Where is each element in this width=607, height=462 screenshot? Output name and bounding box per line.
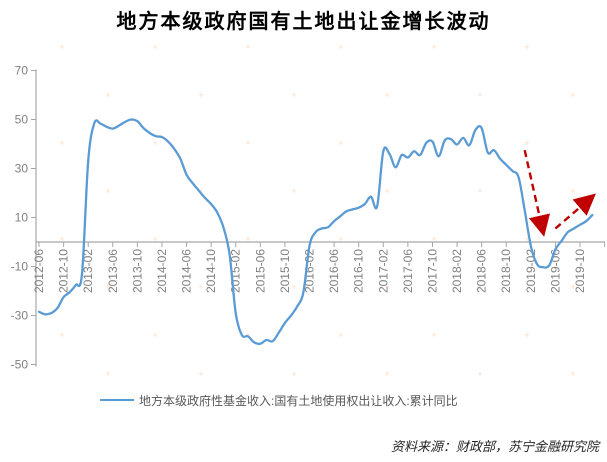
watermark-icon: + bbox=[431, 234, 436, 244]
x-axis-label: 2019-06 bbox=[548, 249, 562, 293]
legend-label: 地方本级政府性基金收入:国有土地使用权出让收入:累计同比 bbox=[139, 393, 458, 408]
watermark-icon: + bbox=[291, 90, 296, 100]
watermark-icon: + bbox=[198, 369, 203, 379]
watermark-icon: + bbox=[384, 90, 389, 100]
y-axis-label: -10 bbox=[11, 260, 29, 274]
watermark-icon: + bbox=[338, 234, 343, 244]
x-axis-label: 2019-10 bbox=[573, 249, 587, 293]
source-note: 资料来源：财政部，苏宁金融研究院 bbox=[390, 439, 599, 454]
chart-legend: 地方本级政府性基金收入:国有土地使用权出让收入:累计同比 bbox=[100, 391, 458, 409]
x-axis-label: 2013-10 bbox=[130, 249, 144, 293]
x-axis-label: 2015-10 bbox=[278, 249, 292, 293]
watermark-icon: + bbox=[105, 90, 110, 100]
watermark-icon: + bbox=[570, 282, 575, 292]
y-axis-label: 10 bbox=[15, 211, 29, 225]
watermark-icon: + bbox=[152, 330, 157, 340]
watermark-icon: + bbox=[198, 186, 203, 196]
watermark-icon: + bbox=[291, 282, 296, 292]
y-axis-label: 50 bbox=[15, 113, 29, 127]
watermark-icon: + bbox=[477, 369, 482, 379]
watermark-icon: + bbox=[291, 369, 296, 379]
watermark-icon: + bbox=[384, 282, 389, 292]
watermark-icon: + bbox=[570, 186, 575, 196]
x-axis-label: 2019-02 bbox=[524, 249, 538, 293]
y-axis-label: -30 bbox=[11, 309, 29, 323]
watermark-icon: + bbox=[245, 138, 250, 148]
watermark-icon: + bbox=[59, 42, 64, 52]
x-axis-label: 2017-10 bbox=[425, 249, 439, 293]
chart-title: 地方本级政府国有土地出让金增长波动 bbox=[116, 11, 491, 33]
watermark-icon: + bbox=[152, 138, 157, 148]
data-line bbox=[37, 118, 594, 345]
watermark-icon: + bbox=[105, 282, 110, 292]
x-axis-label: 2014-02 bbox=[155, 249, 169, 293]
x-axis-label: 2013-02 bbox=[81, 249, 95, 293]
watermark-icon: + bbox=[524, 234, 529, 244]
x-axis-label: 2012-06 bbox=[32, 249, 46, 293]
watermark-icon: + bbox=[384, 369, 389, 379]
watermark-icon: + bbox=[198, 282, 203, 292]
watermark-icon: + bbox=[524, 138, 529, 148]
watermark-icon: + bbox=[338, 42, 343, 52]
watermark-icon: + bbox=[245, 234, 250, 244]
watermark-icon: + bbox=[431, 330, 436, 340]
line-chart: + + + + + + + + + + + + + + + + + + + + + + + + + + + + + + + + + + + + + + + +… bbox=[11, 42, 606, 379]
watermark-icon: + bbox=[59, 234, 64, 244]
x-axis-label: 2016-06 bbox=[327, 249, 341, 293]
watermark-icon: + bbox=[384, 186, 389, 196]
x-axis-label: 2015-06 bbox=[253, 249, 267, 293]
watermark-icon: + bbox=[198, 90, 203, 100]
x-axis-label: 2014-10 bbox=[204, 249, 218, 293]
x-axis-label: 2017-06 bbox=[401, 249, 415, 293]
watermark-icon: + bbox=[338, 330, 343, 340]
trend-arrow-down bbox=[523, 149, 550, 237]
watermark-icon: + bbox=[291, 186, 296, 196]
y-axis-label: -50 bbox=[11, 358, 29, 372]
watermark-icon: + bbox=[431, 42, 436, 52]
watermark-icon: + bbox=[59, 330, 64, 340]
watermark-icon: + bbox=[570, 369, 575, 379]
watermark-icon: + bbox=[245, 42, 250, 52]
y-axis-label: 70 bbox=[15, 64, 29, 78]
watermark-icon: + bbox=[152, 234, 157, 244]
watermark-icon: + bbox=[477, 186, 482, 196]
watermark-icon: + bbox=[477, 282, 482, 292]
legend-line-marker bbox=[100, 399, 134, 401]
x-axis-label: 2012-10 bbox=[57, 249, 71, 293]
watermark-icon: + bbox=[105, 369, 110, 379]
watermark-icon: + bbox=[477, 90, 482, 100]
x-axis-label: 2018-02 bbox=[450, 249, 464, 293]
watermark-icon: + bbox=[152, 42, 157, 52]
watermark-icon: + bbox=[524, 42, 529, 52]
watermark-icon: + bbox=[105, 186, 110, 196]
y-axis-label: 30 bbox=[15, 162, 29, 176]
x-axis-label: 2016-10 bbox=[352, 249, 366, 293]
x-axis-label: 2018-10 bbox=[499, 249, 513, 293]
watermark-icon: + bbox=[338, 138, 343, 148]
watermark-icon: + bbox=[524, 330, 529, 340]
x-axis-label: 2014-06 bbox=[180, 249, 194, 293]
watermark-icon: + bbox=[570, 90, 575, 100]
x-axis-label: 2018-06 bbox=[475, 249, 489, 293]
watermark-icon: + bbox=[59, 138, 64, 148]
watermark-icon: + bbox=[245, 330, 250, 340]
x-axis-label: 2017-02 bbox=[376, 249, 390, 293]
x-axis-label: 2013-06 bbox=[106, 249, 120, 293]
trend-arrow-up-right bbox=[554, 193, 596, 230]
